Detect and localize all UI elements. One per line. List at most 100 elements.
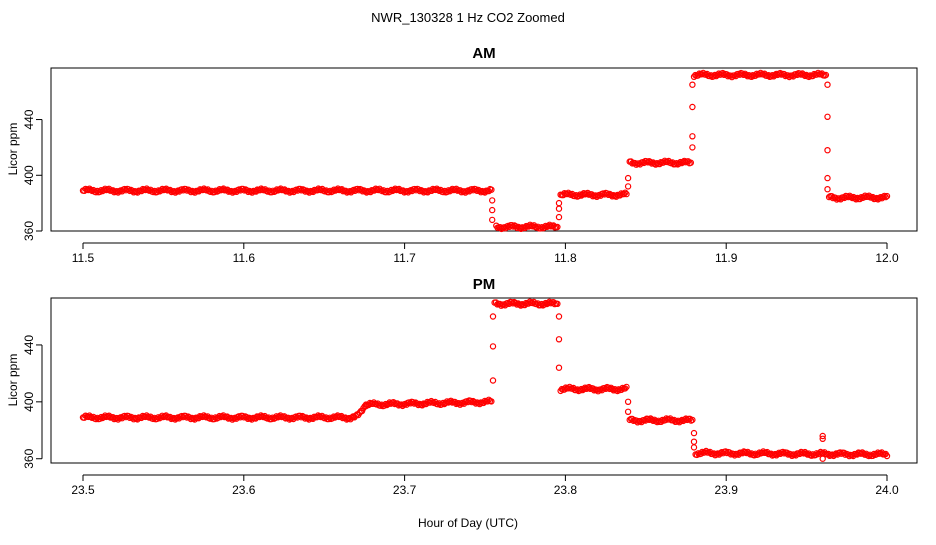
am-x-tick-label: 11.9 bbox=[715, 251, 738, 265]
am-data-point bbox=[358, 186, 365, 193]
pm-data-point bbox=[722, 448, 729, 455]
am-points bbox=[79, 69, 891, 233]
am-transition-point bbox=[689, 144, 696, 151]
am-transition-point bbox=[689, 81, 696, 88]
pm-transition-point bbox=[489, 343, 497, 350]
pm-transition-point bbox=[624, 398, 632, 405]
am-transition-point bbox=[824, 174, 831, 182]
pm-transition-point bbox=[555, 336, 563, 343]
pm-data-point bbox=[803, 450, 810, 457]
pm-transition-point bbox=[690, 444, 698, 451]
pm-data-point bbox=[296, 412, 304, 419]
pm-data-point bbox=[96, 415, 104, 422]
pm-transition-point bbox=[819, 455, 826, 462]
am-data-point bbox=[652, 161, 659, 168]
am-data-point bbox=[623, 190, 630, 198]
am-data-point bbox=[243, 187, 251, 194]
pm-transition-point bbox=[489, 313, 497, 320]
am-data-point bbox=[125, 186, 132, 193]
pm-data-point bbox=[576, 387, 584, 394]
pm-transition-point bbox=[555, 313, 563, 320]
pm-segment-5 bbox=[626, 415, 696, 426]
am-y-tick-label: 400 bbox=[22, 165, 36, 185]
am-y-tick-label: 440 bbox=[22, 109, 36, 129]
pm-x-tick-label: 23.6 bbox=[232, 483, 256, 497]
pm-data-point bbox=[779, 448, 787, 456]
pm-data-point bbox=[689, 416, 696, 424]
am-data-point bbox=[300, 186, 308, 194]
am-data-point bbox=[512, 223, 520, 230]
am-data-point bbox=[444, 188, 451, 195]
am-transition-point bbox=[824, 146, 831, 154]
pm-data-point bbox=[693, 451, 701, 459]
am-data-point bbox=[796, 70, 804, 77]
am-transition-point bbox=[555, 213, 563, 221]
pm-panel: PM Licor ppm 23.5 23.6 23.7 23.8 23.9 24.0 36… bbox=[6, 276, 918, 497]
pm-data-point bbox=[488, 398, 495, 405]
pm-data-point bbox=[512, 299, 519, 307]
pm-data-point bbox=[467, 397, 474, 404]
pm-x-tick-label: 23.7 bbox=[393, 483, 417, 497]
am-plot-frame bbox=[50, 67, 918, 232]
am-data-point bbox=[672, 160, 679, 168]
am-data-point bbox=[382, 188, 390, 196]
pm-data-point bbox=[409, 399, 417, 406]
pm-data-point bbox=[622, 385, 629, 392]
am-data-point bbox=[575, 192, 582, 200]
pm-data-point bbox=[484, 398, 491, 405]
pm-data-point bbox=[325, 415, 332, 423]
pm-data-point bbox=[210, 415, 218, 423]
pm-segment-2 bbox=[362, 396, 495, 410]
pm-y-axis: 360 400 440 bbox=[22, 335, 43, 469]
am-data-point bbox=[211, 188, 218, 196]
pm-x-tick-label: 23.9 bbox=[715, 483, 739, 497]
am-data-point bbox=[96, 188, 104, 195]
am-transition-point bbox=[824, 113, 831, 121]
pm-data-point bbox=[609, 385, 616, 393]
am-data-point bbox=[92, 188, 100, 196]
am-data-point bbox=[329, 188, 336, 195]
am-data-point bbox=[643, 158, 650, 165]
pm-data-point bbox=[157, 414, 165, 421]
pm-data-point bbox=[508, 299, 515, 306]
pm-data-point bbox=[471, 398, 478, 406]
am-data-point bbox=[554, 223, 561, 231]
am-transition-point bbox=[555, 205, 563, 212]
pm-data-point bbox=[751, 452, 758, 459]
pm-data-point bbox=[654, 418, 661, 426]
am-transition-point bbox=[624, 174, 632, 182]
am-data-point bbox=[710, 72, 717, 80]
am-y-axis-label: Licor ppm bbox=[6, 123, 20, 176]
am-data-point bbox=[881, 192, 888, 200]
pm-data-point bbox=[182, 412, 189, 420]
am-data-point bbox=[847, 193, 855, 200]
am-data-point bbox=[472, 186, 479, 193]
am-panel: AM Licor ppm 11.5 11.6 11.7 11.8 11.9 12.0 36… bbox=[6, 45, 918, 265]
am-x-tick-label: 11.8 bbox=[554, 251, 577, 265]
am-data-point bbox=[852, 196, 860, 203]
am-transition-point bbox=[689, 133, 696, 140]
pm-data-point bbox=[865, 452, 873, 460]
pm-transition-point bbox=[555, 364, 563, 371]
pm-transition-point bbox=[624, 408, 632, 415]
pm-transition-point bbox=[489, 377, 497, 384]
pm-panel-title: PM bbox=[473, 276, 496, 293]
am-segment-1 bbox=[493, 221, 561, 233]
am-data-point bbox=[186, 187, 193, 194]
am-x-tick-label: 11.6 bbox=[233, 251, 256, 265]
am-segment-3 bbox=[626, 157, 695, 168]
pm-data-point bbox=[300, 413, 307, 421]
am-data-point bbox=[771, 71, 779, 79]
am-data-point bbox=[620, 190, 628, 198]
pm-data-point bbox=[438, 401, 445, 408]
am-data-point bbox=[603, 190, 611, 197]
pm-data-point bbox=[883, 452, 891, 460]
am-data-point bbox=[386, 188, 394, 195]
am-data-point bbox=[268, 188, 275, 196]
pm-data-point bbox=[517, 302, 525, 309]
pm-data-point bbox=[442, 399, 449, 407]
am-panel-title: AM bbox=[472, 45, 495, 62]
pm-data-point bbox=[268, 415, 275, 423]
pm-segment-6 bbox=[692, 447, 891, 460]
